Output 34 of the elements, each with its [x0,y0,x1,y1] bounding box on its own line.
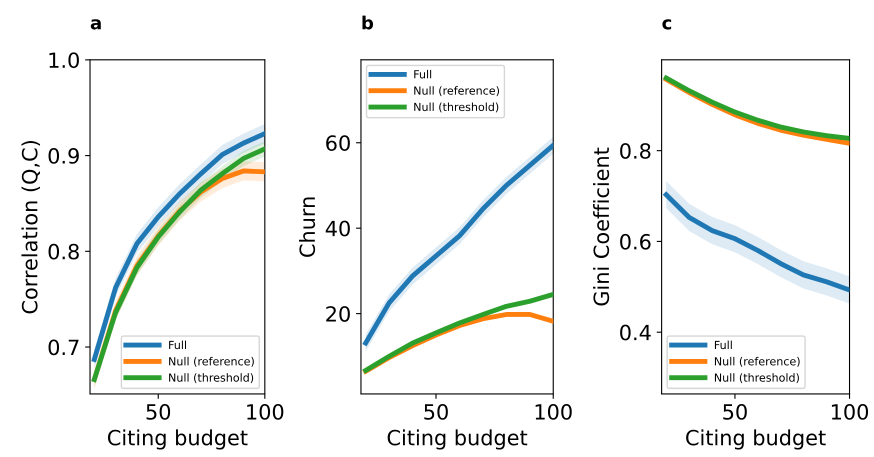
legend-label: Null (threshold) [714,373,799,384]
legend-label: Null (threshold) [414,102,498,112]
x-axis-title: Citing budget [108,429,248,450]
y-tick-label: 0.6 [620,234,651,250]
x-axis-title: Citing budget [686,429,826,450]
legend-label: Null (reference) [714,356,800,367]
y-tick-label: 0.8 [620,143,650,159]
legend-label: Null (reference) [414,86,499,96]
x-axis-title: Citing budget [388,429,528,450]
y-tick-label: 0.9 [48,148,79,164]
y-tick-label: 20 [326,306,350,322]
x-tick-label: 50 [424,404,448,420]
y-axis-title: Churn [299,197,316,257]
legend-label: Full [169,340,186,350]
y-axis-title: Correlation (Q,C) [21,141,40,314]
x-tick-label: 50 [723,404,747,420]
chart-title: a [90,19,101,30]
x-tick-label: 50 [146,404,170,420]
y-tick-label: 0.8 [48,244,79,260]
x-tick-label: 100 [247,404,284,420]
legend-label: Null (reference) [169,356,254,367]
x-tick-label: 100 [536,404,572,420]
legend-label: Full [414,70,432,78]
legend-label: Null (threshold) [169,373,254,384]
y-tick-label: 1.0 [49,52,79,68]
y-tick-label: 0.7 [48,339,79,356]
legend-label: Full [714,340,732,350]
y-tick-label: 0.4 [620,324,651,340]
y-tick-label: 40 [326,220,350,236]
y-axis-title: Gini Coefficient [593,148,610,306]
x-tick-label: 100 [832,404,868,420]
y-tick-label: 60 [326,135,350,151]
chart-title: c [662,19,672,30]
chart-title: b [362,16,374,30]
